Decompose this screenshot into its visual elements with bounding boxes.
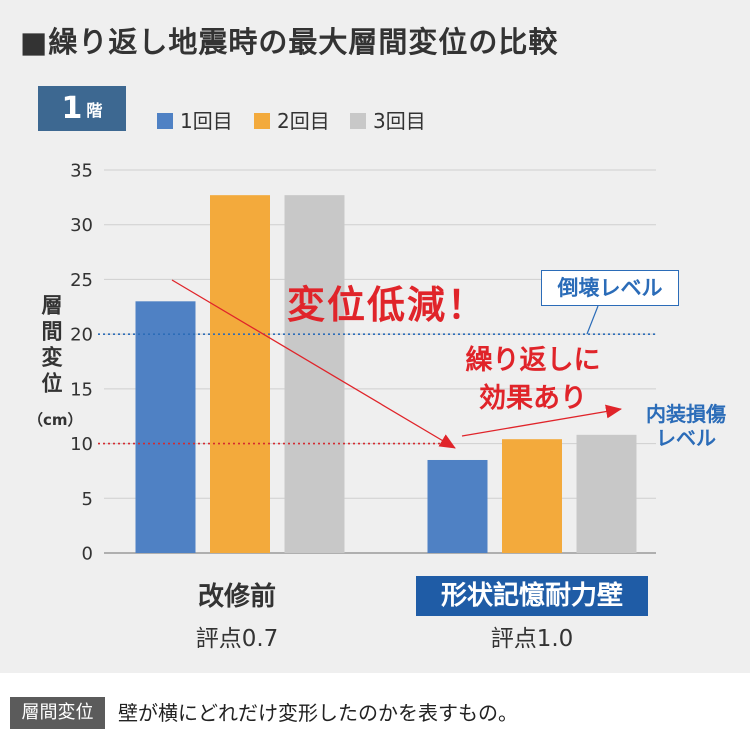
y-axis-ticks: 0 5 10 15 20 25 30 35 <box>70 161 93 565</box>
collapse-label-leader <box>586 305 599 335</box>
category-score-before: 評点0.7 <box>195 626 279 652</box>
category-label-shape-memory-wall: 形状記憶耐力壁 <box>416 576 648 616</box>
bar-series2-category1 <box>210 195 270 553</box>
footer-term-badge: 層間変位 <box>10 697 105 729</box>
bar-series1-category2 <box>427 459 488 553</box>
floor-number: 1 <box>61 91 83 126</box>
y-tick-label: 25 <box>70 270 93 291</box>
y-tick-label: 5 <box>82 489 93 510</box>
legend-swatch <box>254 113 270 129</box>
legend-label: 2回目 <box>277 109 330 133</box>
effect-note: 繰り返しに 効果あり <box>458 342 608 418</box>
y-axis-unit: （cm） <box>28 411 83 429</box>
effect-note-line: 効果あり <box>479 383 587 414</box>
chart-title: ■繰り返し地震時の最大層間変位の比較 <box>20 25 559 59</box>
floor-unit: 階 <box>86 101 103 120</box>
y-tick-label: 20 <box>70 325 93 346</box>
legend-swatch <box>157 113 173 129</box>
reduction-arrow <box>171 279 456 449</box>
effect-arrow <box>461 404 622 437</box>
y-tick-label: 35 <box>70 161 93 182</box>
y-tick-label: 15 <box>70 379 93 400</box>
category-score-after: 評点1.0 <box>490 626 574 652</box>
damage-level-label-line: 内装損傷 <box>646 402 726 426</box>
collapse-level-label: 倒壊レベル <box>541 270 679 306</box>
chart-plot: 0 5 10 15 20 25 30 35 <box>70 161 656 565</box>
bar-series3-category2 <box>576 434 637 553</box>
legend-label: 3回目 <box>373 109 426 133</box>
y-axis-label: 層間変位 <box>39 294 63 398</box>
bars <box>135 195 637 553</box>
bar-series2-category2 <box>502 439 562 553</box>
reduction-headline: 変位低減！ <box>287 283 488 327</box>
category-label-before: 改修前 <box>197 582 276 612</box>
bar-series3-category1 <box>284 195 345 553</box>
effect-note-line: 繰り返しに <box>465 345 601 376</box>
legend-item-series1: 1回目 <box>157 110 233 132</box>
legend-label: 1回目 <box>180 109 233 133</box>
floor-badge: 1 階 <box>38 86 126 131</box>
y-tick-label: 10 <box>70 434 93 455</box>
bar-series1-category1 <box>135 301 196 553</box>
y-tick-label: 30 <box>70 215 93 236</box>
y-tick-label: 0 <box>82 544 93 565</box>
legend-item-series3: 3回目 <box>350 110 426 132</box>
damage-level-label-line: レベル <box>656 426 716 450</box>
legend-swatch <box>350 113 366 129</box>
footer <box>0 673 750 735</box>
reference-lines <box>98 333 656 445</box>
damage-level-label: 内装損傷 レベル <box>628 402 744 450</box>
footer-definition: 壁が横にどれだけ変形したのかを表すもの。 <box>118 701 518 725</box>
legend-item-series2: 2回目 <box>254 110 330 132</box>
